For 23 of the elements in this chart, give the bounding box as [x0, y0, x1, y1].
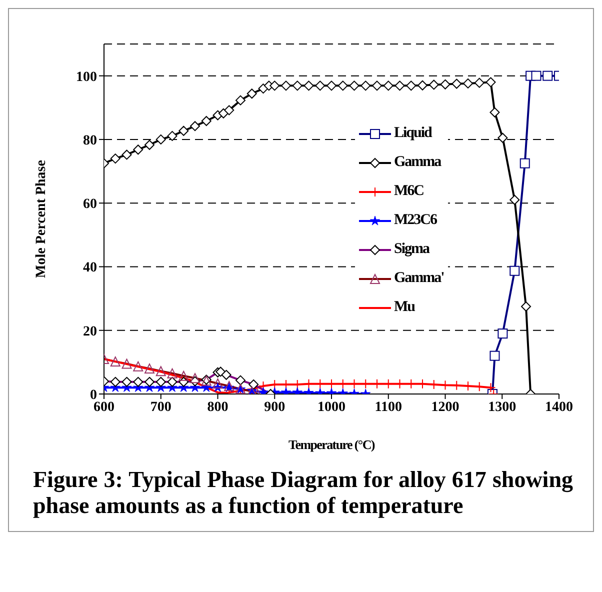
- y-tick-label: 20: [83, 324, 97, 340]
- x-tick-label: 700: [150, 400, 172, 415]
- x-tick-label: 1000: [318, 400, 346, 415]
- legend-label: Gamma: [394, 154, 441, 171]
- x-axis-title: Temperature (°C): [288, 437, 375, 452]
- x-tick-label: 1400: [545, 400, 573, 415]
- legend-label: Liquid: [394, 125, 432, 142]
- legend-label: Sigma: [394, 241, 430, 258]
- y-tick-label: 80: [83, 133, 97, 148]
- legend-label: M23C6: [394, 212, 436, 229]
- y-tick-label: 100: [76, 70, 97, 85]
- legend-label: Gamma': [394, 270, 444, 287]
- y-axis-title: Mole Percent Phase: [34, 160, 49, 278]
- legend-label: M6C: [394, 183, 424, 200]
- legend-label: Mu: [394, 299, 414, 316]
- x-tick-label: 800: [207, 400, 228, 415]
- x-tick-label: 900: [264, 400, 286, 415]
- x-tick-label: 1100: [374, 400, 402, 415]
- text: Figure 3: Typical Phase Diagram for alloy 617 showing phase amounts as a function of temperature: [32, 466, 574, 520]
- y-tick-label: 60: [83, 197, 97, 212]
- y-tick-label: 40: [83, 260, 97, 276]
- x-tick-label: 1300: [488, 400, 516, 415]
- x-tick-label: 1200: [431, 400, 460, 415]
